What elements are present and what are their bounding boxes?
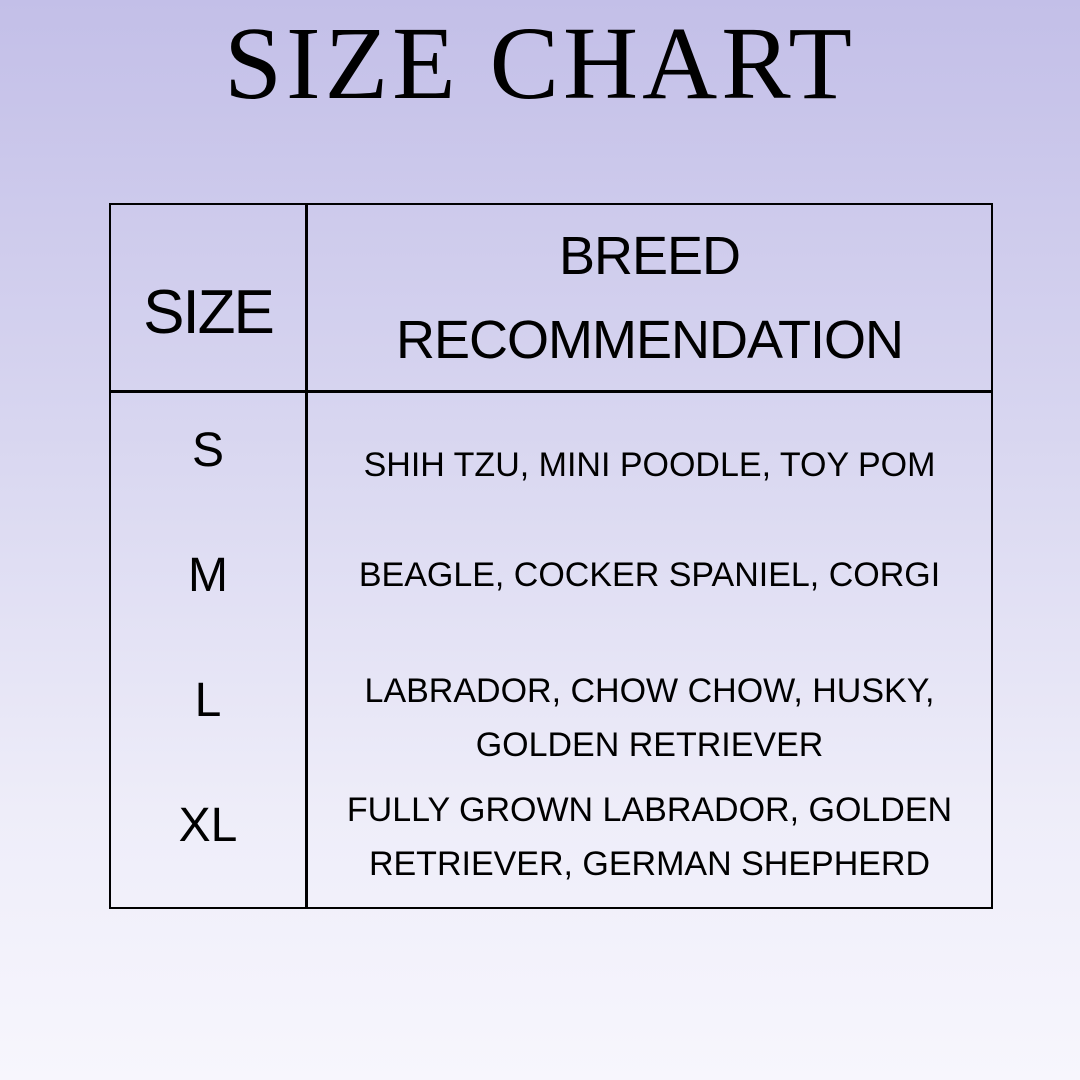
header-breed: BREED RECOMMENDATION bbox=[396, 225, 904, 370]
row-size-l: L bbox=[194, 673, 222, 727]
page-title: SIZE CHART bbox=[224, 6, 856, 121]
row-breeds-s: SHIH TZU, MINI POODLE, TOY POM bbox=[363, 446, 936, 484]
row-size-xl: XL bbox=[178, 798, 238, 852]
row-breeds-xl: FULLY GROWN LABRADOR, GOLDEN RETRIEVER, … bbox=[346, 791, 953, 883]
row-size-s: S bbox=[191, 423, 224, 477]
header-divider bbox=[111, 390, 991, 393]
row-breeds-m: BEAGLE, COCKER SPANIEL, CORGI bbox=[358, 556, 941, 594]
row-breeds-l: LABRADOR, CHOW CHOW, HUSKY, GOLDEN RETRI… bbox=[364, 672, 935, 764]
size-chart-table: SIZE BREED RECOMMENDATION S SHIH TZU, MI… bbox=[109, 203, 993, 909]
column-divider bbox=[305, 205, 308, 907]
row-size-m: M bbox=[188, 548, 228, 602]
header-size: SIZE bbox=[143, 278, 275, 347]
